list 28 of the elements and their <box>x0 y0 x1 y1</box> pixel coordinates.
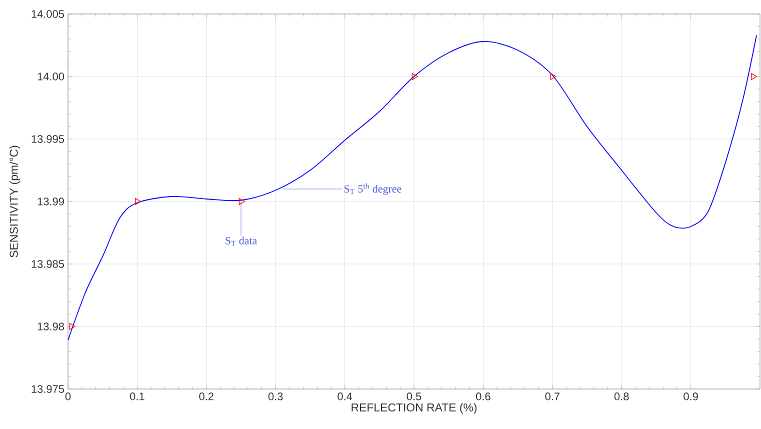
y-tick-label: 14.005 <box>32 10 64 18</box>
y-tick-label: 13.98 <box>38 322 64 330</box>
y-tick-label: 13.975 <box>32 385 64 393</box>
y-tick-label: 14.00 <box>38 72 64 80</box>
x-tick-label: 0.4 <box>338 392 352 400</box>
y-axis-title: SENSITIVITY (pm/°C) <box>9 146 20 258</box>
x-tick-label: 0.2 <box>199 392 214 400</box>
x-tick-label: 0.7 <box>545 392 560 400</box>
y-tick-label: 13.995 <box>32 135 64 143</box>
x-axis-title: REFLECTION RATE (%) <box>352 403 477 414</box>
y-tick-label: 13.99 <box>38 198 64 206</box>
point <box>135 198 142 205</box>
annotation: S$_{T}$ data <box>226 236 257 246</box>
x-tick-label: 0.5 <box>406 392 422 400</box>
line-series <box>68 34 757 341</box>
x-tick-label: 0 <box>65 392 71 400</box>
x-tick-label: 0.1 <box>130 392 144 400</box>
annotation: S$_{T}$ 5$^{th}$ degree <box>344 183 402 195</box>
x-tick-label: 0.9 <box>684 392 698 400</box>
point <box>750 73 758 80</box>
x-tick-label: 0.8 <box>614 392 629 400</box>
point <box>69 323 76 330</box>
x-tick-label: 0.3 <box>268 392 283 400</box>
point <box>550 73 556 80</box>
point <box>238 198 245 205</box>
y-tick-label: 13.985 <box>32 260 64 268</box>
point <box>412 73 418 80</box>
x-tick-label: 0.6 <box>476 392 490 400</box>
